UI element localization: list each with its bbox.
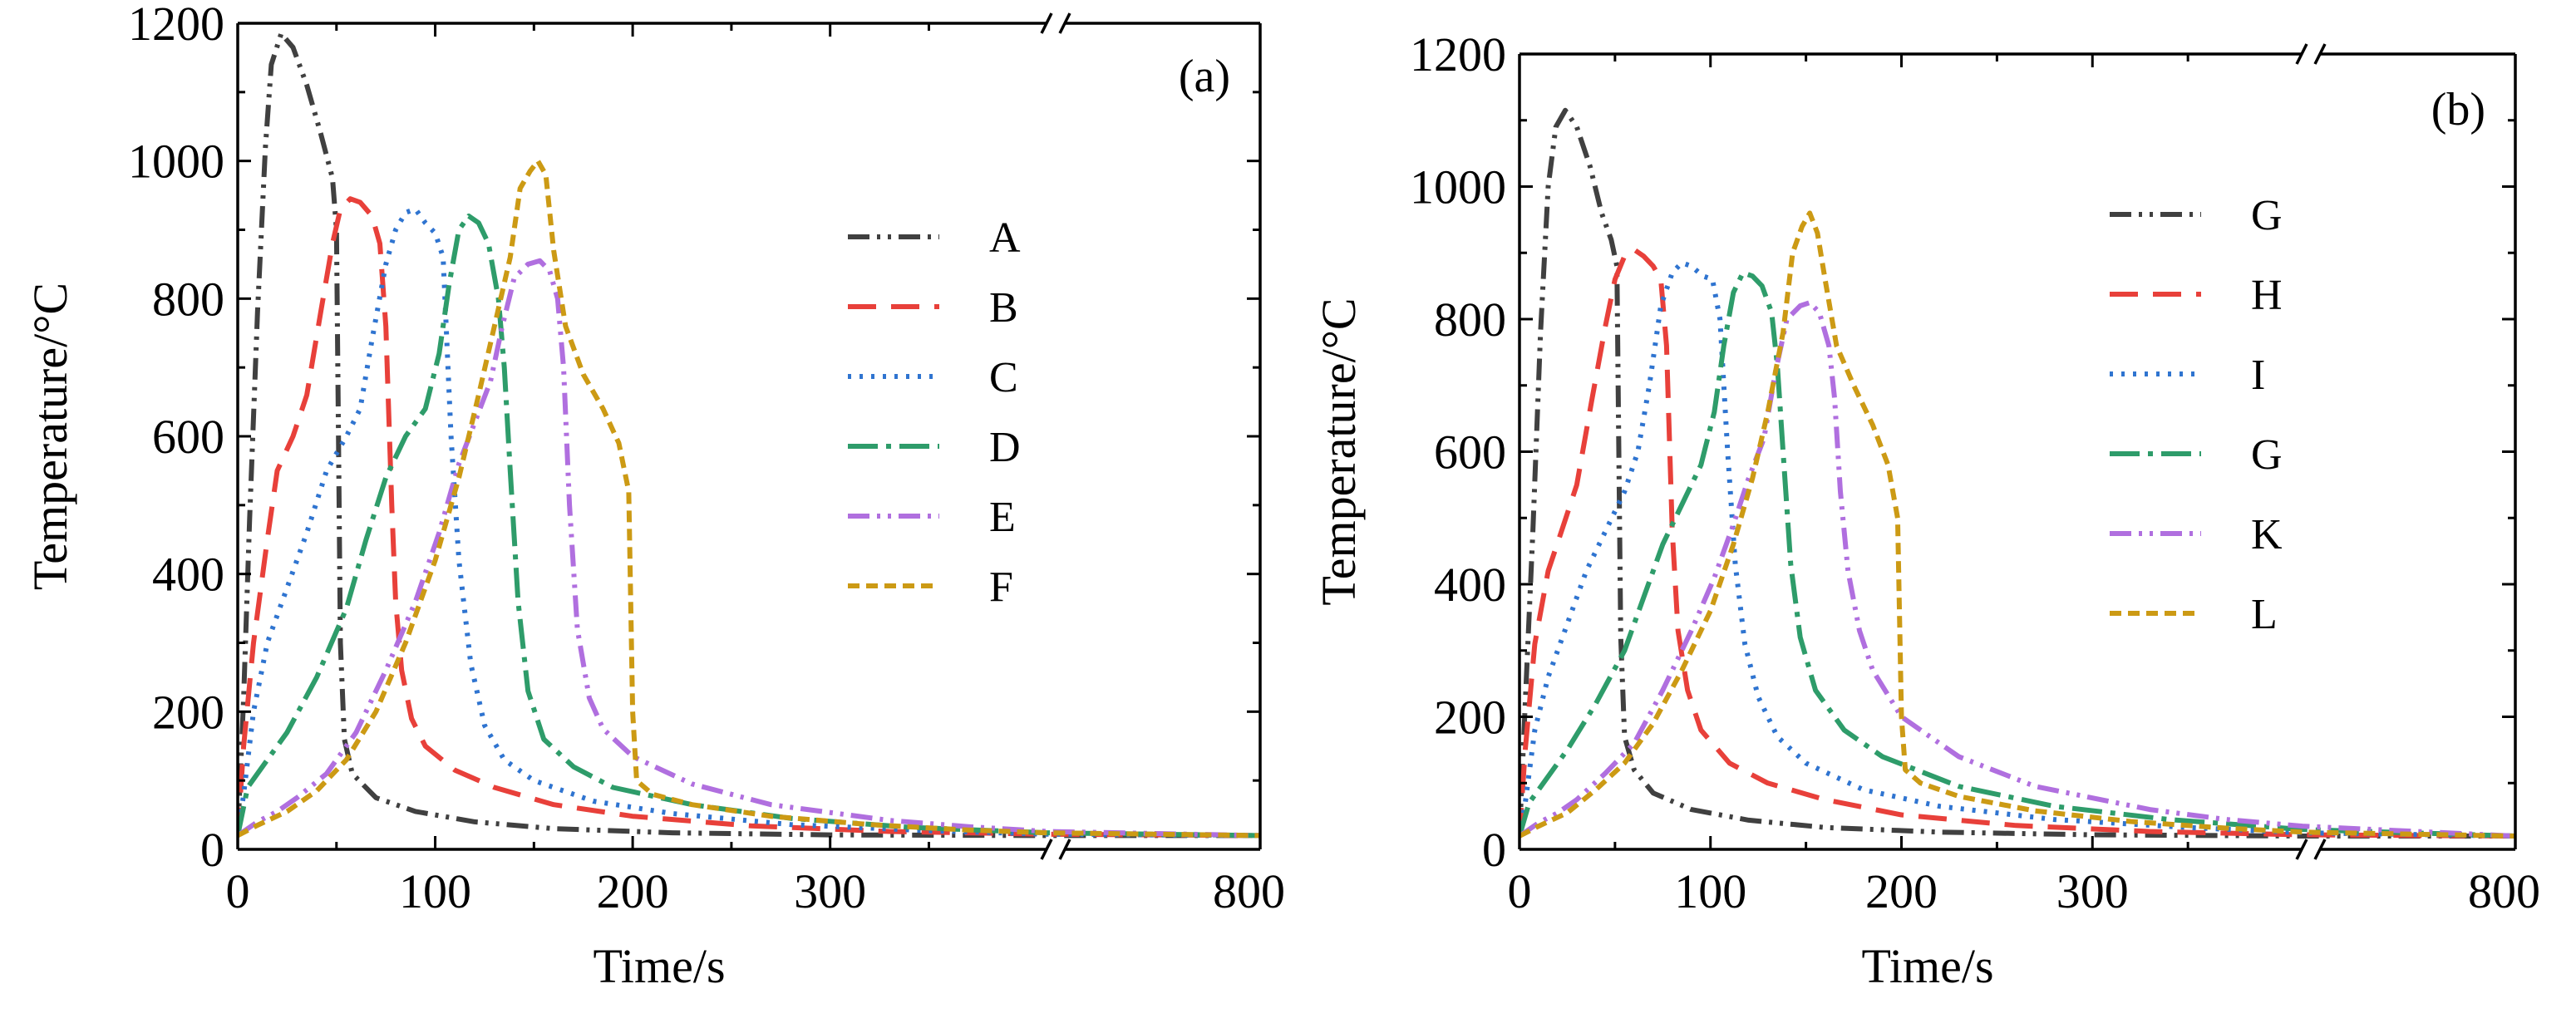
x-tick-label: 800 <box>1213 864 1285 918</box>
y-tick-label: 800 <box>152 272 224 326</box>
series-group <box>1519 107 2515 839</box>
chart-panel-a: 0 200 400 600 800 1000 1200 0 100 200 300 800 Time/s… <box>23 0 1285 993</box>
x-tick-label: 0 <box>226 864 250 918</box>
series-line-h-1 <box>1519 247 2515 839</box>
series-line-g-0 <box>1519 107 2515 839</box>
panel-label: (a) <box>1179 51 1230 102</box>
legend-label: G <box>2251 192 2283 239</box>
axis-break-mark <box>2295 839 2308 860</box>
y-tick-label: 200 <box>1434 691 1506 745</box>
legend-label: G <box>2251 431 2283 479</box>
legend-label: H <box>2251 272 2283 319</box>
series-line-l-5 <box>1519 210 2515 839</box>
series-line-k-4 <box>1519 300 2515 839</box>
legend-label: A <box>989 214 1021 262</box>
series-line-g-3 <box>1519 270 2515 839</box>
series-line-b-1 <box>238 196 1260 839</box>
series-line-a-0 <box>238 31 1260 839</box>
axis-break-mark <box>1058 839 1071 860</box>
y-tick-label: 600 <box>152 410 224 464</box>
legend-label: B <box>989 284 1018 332</box>
x-axis-title: Time/s <box>1861 939 1993 993</box>
chart-panel-b: 0 200 400 600 800 1000 1200 0 100 200 300 800 Time/s… <box>1312 27 2540 993</box>
legend-label: K <box>2251 511 2283 558</box>
y-tick-label: 800 <box>1434 293 1506 347</box>
series-line-d-3 <box>238 213 1260 839</box>
axis-break-mark <box>2295 43 2308 65</box>
y-tick-label: 1000 <box>1410 160 1506 214</box>
y-tick-label: 400 <box>1434 558 1506 612</box>
y-axis-title: Temperature/°C <box>1312 298 1366 605</box>
series-group <box>238 31 1260 839</box>
axis-break-mark <box>1040 12 1053 34</box>
y-tick-label: 200 <box>152 685 224 739</box>
axis-break-mark <box>1058 12 1071 34</box>
axis-break-mark <box>2313 43 2327 65</box>
y-axis-title: Temperature/°C <box>23 283 77 590</box>
x-tick-label: 300 <box>794 864 866 918</box>
y-tick-label: 1200 <box>1410 27 1506 81</box>
legend-label: D <box>989 424 1021 471</box>
x-axis-title: Time/s <box>593 939 725 993</box>
y-tick-label: 1200 <box>128 0 224 51</box>
legend-label: I <box>2251 352 2265 399</box>
series-line-e-4 <box>238 258 1260 839</box>
y-tick-label: 0 <box>200 823 224 877</box>
legend-label: C <box>989 354 1018 401</box>
axis-break-mark <box>1040 839 1053 860</box>
panel-label: (b) <box>2431 84 2485 135</box>
y-tick-label: 400 <box>152 548 224 602</box>
legend-label: F <box>989 563 1013 611</box>
y-tick-label: 0 <box>1482 823 1506 877</box>
series-line-c-2 <box>238 206 1260 839</box>
y-tick-label: 600 <box>1434 425 1506 480</box>
y-tick-label: 1000 <box>128 135 224 189</box>
series-line-f-5 <box>238 158 1260 839</box>
legend-label: L <box>2251 591 2278 638</box>
legend-label: E <box>989 494 1016 541</box>
x-tick-label: 0 <box>1508 864 1532 918</box>
x-tick-label: 800 <box>2468 864 2540 918</box>
x-tick-label: 100 <box>1674 864 1746 918</box>
x-tick-label: 300 <box>2056 864 2129 918</box>
x-tick-label: 200 <box>597 864 669 918</box>
x-tick-label: 200 <box>1865 864 1938 918</box>
x-tick-label: 100 <box>399 864 471 918</box>
axis-break-mark <box>2313 839 2327 860</box>
